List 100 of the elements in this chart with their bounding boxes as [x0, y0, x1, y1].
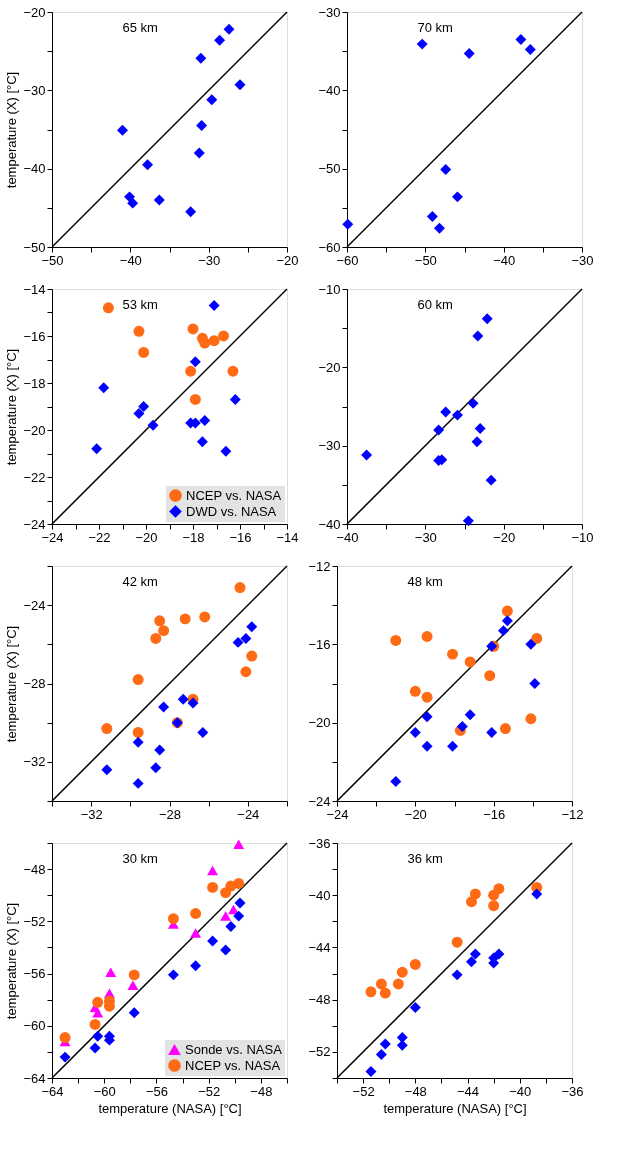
- point: [195, 52, 207, 64]
- point: [101, 723, 113, 735]
- x-tick-label: −40: [336, 529, 359, 545]
- annotation: 42 km: [122, 574, 158, 589]
- y-tick-label: −12: [308, 558, 331, 574]
- y-tick-label: −64: [23, 1070, 46, 1086]
- y-tick-label: −16: [23, 328, 46, 344]
- x-tick-label: −16: [483, 806, 506, 822]
- point: [185, 206, 197, 218]
- y-tick-label: −30: [318, 438, 341, 454]
- x-tick-label: −12: [561, 806, 584, 822]
- point: [199, 337, 211, 349]
- point: [142, 159, 154, 171]
- point: [396, 1032, 408, 1043]
- x-tick-label: −14: [276, 529, 299, 545]
- point: [187, 697, 199, 709]
- point: [481, 313, 493, 325]
- point: [484, 670, 496, 682]
- point: [409, 726, 421, 738]
- point: [128, 1007, 140, 1019]
- point: [150, 762, 162, 774]
- point: [199, 415, 211, 427]
- point: [246, 650, 258, 662]
- point: [207, 865, 219, 876]
- point: [365, 986, 377, 998]
- point: [361, 449, 373, 461]
- point: [451, 191, 463, 203]
- point: [464, 656, 476, 668]
- point: [472, 330, 484, 342]
- point: [421, 740, 433, 752]
- y-tick-label: −50: [23, 239, 46, 255]
- point: [390, 775, 402, 787]
- point: [440, 406, 452, 418]
- point: [208, 299, 220, 311]
- point: [197, 726, 209, 738]
- x-tick-label: −18: [182, 529, 205, 545]
- annotation: 53 km: [122, 297, 158, 312]
- point: [529, 678, 541, 689]
- x-tick-label: −50: [414, 252, 437, 268]
- annotation: 70 km: [417, 20, 453, 35]
- legend-label: NCEP vs. NASA: [186, 487, 282, 503]
- x-tick-label: −40: [119, 252, 142, 268]
- y-tick-label: −30: [318, 4, 341, 20]
- point: [421, 631, 433, 642]
- point: [117, 124, 128, 136]
- point: [493, 948, 505, 960]
- y-tick-label: −40: [23, 161, 46, 177]
- point: [154, 744, 166, 756]
- point: [179, 613, 191, 625]
- point: [196, 120, 208, 132]
- y-tick-label: −30: [23, 82, 46, 98]
- point: [59, 1032, 71, 1043]
- point: [208, 335, 220, 347]
- point: [365, 1066, 377, 1077]
- x-tick-label: −20: [404, 806, 427, 822]
- point: [466, 896, 477, 908]
- point: [233, 910, 245, 922]
- point: [227, 365, 239, 377]
- point: [153, 194, 165, 206]
- point: [234, 897, 246, 909]
- point: [92, 996, 104, 1008]
- point: [220, 911, 232, 921]
- point: [92, 1007, 104, 1018]
- point: [105, 967, 117, 977]
- x-tick-label: −40: [493, 252, 516, 268]
- point: [451, 969, 463, 981]
- point: [187, 323, 199, 335]
- point: [102, 302, 114, 314]
- point: [466, 956, 477, 968]
- point: [218, 330, 230, 342]
- x-tick-label: −52: [198, 1083, 221, 1099]
- point: [220, 944, 232, 956]
- point: [138, 346, 150, 358]
- x-tick-label: −56: [145, 1083, 168, 1099]
- point: [392, 978, 404, 990]
- point: [451, 409, 463, 421]
- point: [89, 1042, 101, 1054]
- point: [220, 887, 232, 899]
- point: [469, 948, 481, 960]
- point: [467, 397, 479, 409]
- x-tick-label: −24: [237, 806, 260, 822]
- y-tick-label: −28: [23, 676, 46, 691]
- y-tick-label: −60: [318, 239, 341, 255]
- point: [501, 615, 513, 627]
- y-tick-label: −40: [318, 516, 341, 532]
- point: [132, 726, 144, 738]
- y-tick-label: −50: [318, 161, 341, 177]
- point: [440, 163, 452, 175]
- point: [515, 33, 527, 45]
- y-tick-label: −24: [308, 793, 331, 809]
- point: [59, 1051, 71, 1063]
- point: [229, 393, 241, 405]
- point: [132, 736, 144, 748]
- point: [416, 38, 428, 50]
- point: [234, 79, 246, 91]
- point: [471, 436, 483, 448]
- x-tick-label: −20: [276, 252, 299, 268]
- y-axis-title: temperature (X) [°C]: [4, 625, 20, 743]
- x-tick-label: −16: [229, 529, 252, 545]
- y-tick-label: −10: [318, 281, 341, 297]
